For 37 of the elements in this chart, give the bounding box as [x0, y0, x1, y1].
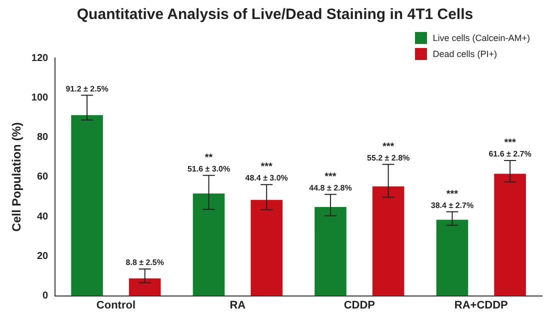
y-tick-label: 60 — [36, 172, 49, 183]
y-tick-label: 80 — [36, 132, 49, 144]
bar — [128, 278, 161, 296]
annotation: *** — [382, 141, 394, 152]
y-tick-label: 0 — [42, 290, 49, 302]
y-axis-title: Cell Population (%) — [10, 122, 24, 232]
y-tick-label: 120 — [31, 52, 49, 64]
annotation: ** — [204, 152, 213, 164]
data-label: 55.2 ± 2.8% — [366, 153, 410, 162]
bar — [372, 186, 404, 296]
legend-label: Dead cells (PI+) — [432, 49, 497, 59]
bar — [494, 174, 526, 296]
bar — [71, 115, 103, 296]
data-label: 51.6 ± 3.0% — [187, 164, 230, 174]
annotation: *** — [260, 162, 273, 173]
data-label: 44.8 ± 2.8% — [309, 183, 352, 192]
data-label: 91.2 ± 2.5% — [66, 84, 108, 94]
bar — [192, 194, 225, 296]
bar — [314, 207, 346, 296]
bar — [436, 220, 468, 296]
annotation: *** — [324, 171, 336, 182]
bar — [250, 200, 282, 296]
y-tick-label: 100 — [31, 92, 49, 104]
x-tick-label: Control — [96, 299, 136, 312]
x-tick-label: CDDP — [344, 299, 375, 312]
annotation: *** — [446, 188, 458, 200]
data-label: 8.8 ± 2.5% — [126, 258, 164, 268]
legend-label: Live cells (Calcein-AM+) — [432, 33, 530, 43]
y-tick-label: 40 — [36, 211, 49, 222]
y-tick-label: 20 — [36, 250, 49, 262]
annotation: *** — [504, 137, 516, 148]
data-label: 38.4 ± 2.7% — [430, 200, 474, 210]
x-tick-label: RA+CDDP — [454, 299, 508, 312]
chart-title: Quantitative Analysis of Live/Dead Staining in 4T1 Cells — [76, 6, 474, 23]
data-label: 61.6 ± 2.7% — [488, 149, 532, 158]
data-label: 48.4 ± 3.0% — [245, 174, 288, 183]
x-tick-label: RA — [230, 299, 246, 312]
